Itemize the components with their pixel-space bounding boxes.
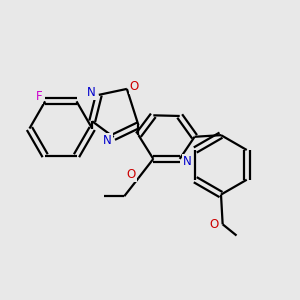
Text: O: O	[210, 218, 219, 231]
Text: F: F	[36, 90, 43, 103]
Text: N: N	[183, 155, 191, 168]
Text: O: O	[130, 80, 139, 93]
Text: N: N	[87, 86, 96, 99]
Text: O: O	[127, 168, 136, 181]
Text: N: N	[103, 134, 112, 147]
